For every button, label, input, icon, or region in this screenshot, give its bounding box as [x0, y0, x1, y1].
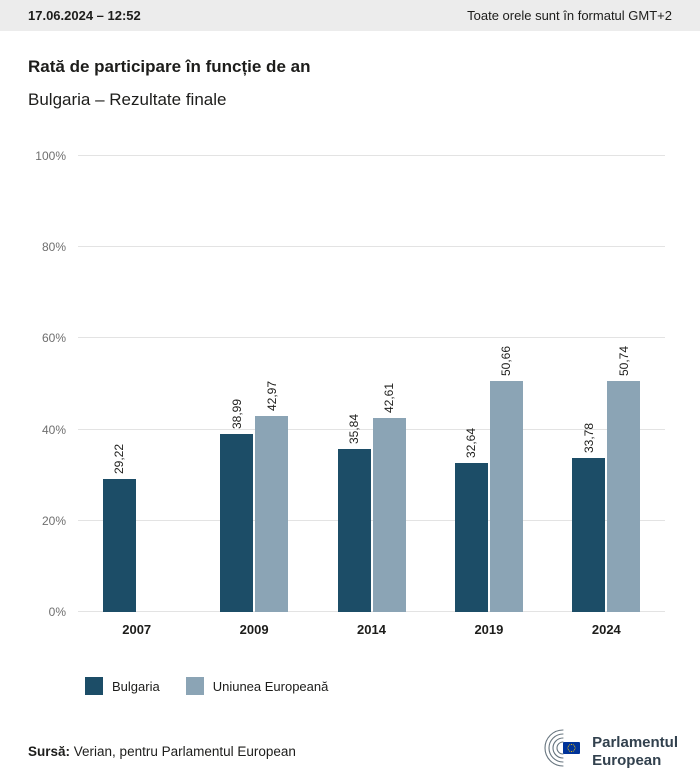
y-tick-label: 60% — [41, 331, 66, 346]
bar-value-label: 42,61 — [382, 382, 397, 413]
bar-group-2024: 33,78 50,74 — [548, 156, 665, 612]
participation-chart: 29,22 38,99 42,97 35,84 42,61 32,64 50,66 33,78… — [35, 149, 665, 637]
footer: Sursă: Verian, pentru Parlamentul Europe… — [0, 727, 700, 776]
chart-legend: Bulgaria Uniunea Europeană — [85, 677, 672, 695]
bar-uniunea-europeană-2014[interactable]: 42,61 — [372, 383, 406, 612]
y-tick-label: 40% — [41, 422, 66, 437]
gridline-20 — [78, 519, 665, 521]
x-tick-label-2009: 2009 — [239, 622, 269, 637]
bar-slot: 29,22 — [102, 156, 136, 612]
gridline-40 — [78, 428, 665, 430]
plot-area: 29,22 38,99 42,97 35,84 42,61 32,64 50,66 33,78… — [35, 149, 665, 619]
bar-bulgaria-2007[interactable]: 29,22 — [102, 444, 136, 612]
bar-uniunea-europeană-2024[interactable]: 50,74 — [607, 346, 641, 612]
ep-logo-line2: European — [592, 751, 662, 769]
page-title: Rată de participare în funcție de an — [28, 57, 311, 76]
bar-slot: 35,84 — [337, 156, 371, 612]
bar-value-label: 32,64 — [464, 428, 479, 459]
bar-slot: 50,66 — [489, 156, 523, 612]
bar-slot — [138, 156, 171, 612]
bar-value-label: 35,84 — [347, 413, 362, 444]
topbar: 17.06.2024 – 12:52 Toate orele sunt în f… — [0, 0, 700, 31]
gridline-0 — [78, 611, 665, 612]
bar-slot: 33,78 — [572, 156, 606, 612]
bar-slot: 50,74 — [607, 156, 641, 612]
ep-logo-text: Parlamentul European — [592, 734, 678, 769]
y-tick-label: 100% — [35, 149, 66, 163]
legend-swatch — [185, 677, 204, 695]
bar-group-2009: 38,99 42,97 — [195, 156, 312, 612]
gridline-80 — [78, 246, 665, 248]
legend-label: Uniunea Europeană — [212, 678, 329, 694]
bar-value-label: 50,74 — [616, 345, 631, 376]
bar-slot: 32,64 — [454, 156, 488, 612]
bar-bulgaria-2024[interactable]: 33,78 — [572, 423, 606, 612]
bar-value-label: 38,99 — [229, 399, 244, 430]
bar-group-2014: 35,84 42,61 — [313, 156, 430, 612]
ep-hemicycle-flag-icon — [533, 727, 585, 776]
bar-value-label: 50,66 — [499, 345, 514, 376]
legend-swatch — [85, 677, 103, 695]
x-tick-label-2007: 2007 — [122, 622, 152, 637]
bar-slot: 42,61 — [372, 156, 406, 612]
bar-bulgaria-2009[interactable]: 38,99 — [220, 399, 254, 612]
x-tick-label-2019: 2019 — [474, 622, 504, 637]
timezone-note: Toate orele sunt în formatul GMT+2 — [467, 8, 672, 23]
page-subtitle: Bulgaria – Rezultate finale — [28, 90, 227, 109]
source-label: Sursă: — [28, 744, 71, 759]
bar-value-label: 33,78 — [581, 422, 596, 453]
x-tick-label-2024: 2024 — [591, 622, 621, 637]
x-tick-label-2014: 2014 — [357, 622, 386, 637]
datetime-label: 17.06.2024 – 12:52 — [28, 8, 141, 23]
x-labels-row: 2007 2009 2014 2019 2024 — [78, 622, 665, 637]
bar-slot: 42,97 — [255, 156, 289, 612]
legend-item-uniunea-europeană: Uniunea Europeană — [185, 677, 329, 695]
bar-value-label: 29,22 — [112, 443, 127, 474]
bar-slot: 38,99 — [220, 156, 254, 612]
bar-group-2019: 32,64 50,66 — [430, 156, 547, 612]
bar-bulgaria-2014[interactable]: 35,84 — [337, 414, 371, 612]
bar-bulgaria-2019[interactable]: 32,64 — [454, 428, 488, 612]
source-note: Sursă: Verian, pentru Parlamentul Europe… — [28, 744, 296, 759]
source-text: Verian, pentru Parlamentul European — [70, 744, 296, 759]
legend-label: Bulgaria — [112, 678, 160, 694]
ep-logo-line1: Parlamentul — [592, 734, 678, 752]
bar-uniunea-europeană-2009[interactable]: 42,97 — [255, 381, 289, 612]
gridline-100 — [78, 155, 665, 156]
bar-value-label: 42,97 — [264, 381, 279, 412]
y-tick-label: 80% — [41, 240, 66, 255]
ep-logo: Parlamentul European — [533, 727, 678, 776]
bar-uniunea-europeană-2019[interactable]: 50,66 — [489, 346, 523, 612]
legend-item-bulgaria: Bulgaria — [85, 677, 160, 695]
gridline-60 — [78, 337, 665, 339]
y-tick-label: 20% — [41, 513, 66, 528]
bar-group-2007: 29,22 — [78, 156, 195, 612]
y-tick-label: 0% — [48, 605, 66, 619]
bars-row: 29,22 38,99 42,97 35,84 42,61 32,64 50,66 33,78… — [78, 156, 665, 612]
